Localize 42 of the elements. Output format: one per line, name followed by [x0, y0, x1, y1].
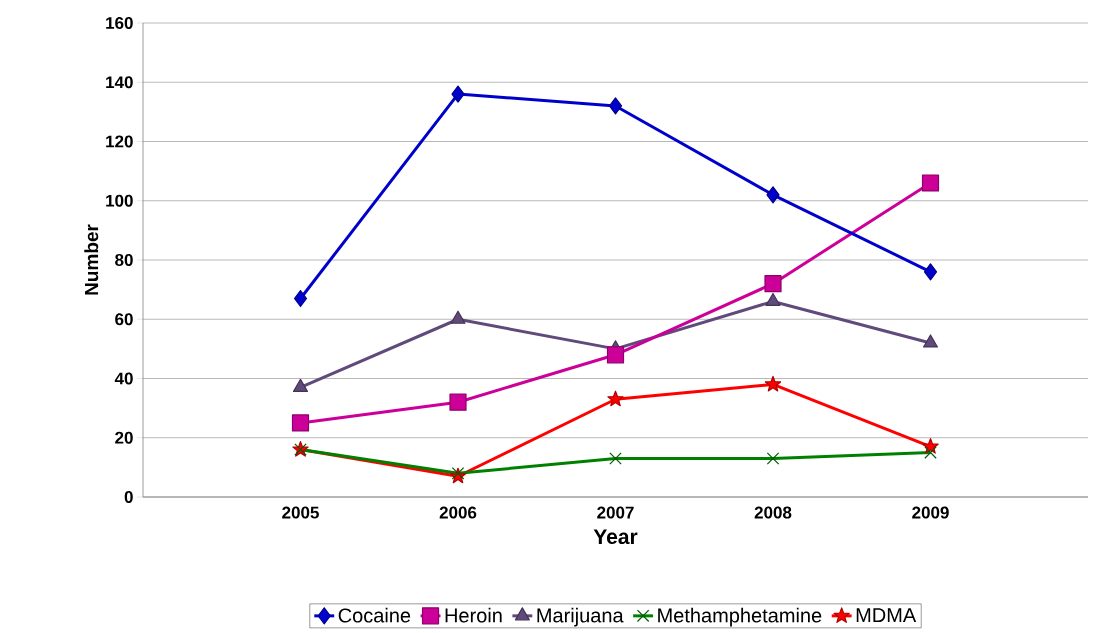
- point: [609, 452, 622, 465]
- y-tick-label: 60: [115, 313, 133, 326]
- x-tick-label: 2006: [439, 506, 477, 519]
- point: [291, 414, 310, 432]
- y-axis-title: Number: [84, 224, 99, 295]
- point: [924, 446, 937, 459]
- x-tick-label: 2009: [912, 506, 949, 519]
- legend-label: Heroin: [445, 607, 502, 623]
- point: [292, 378, 309, 392]
- point: [923, 263, 938, 281]
- point: [922, 438, 939, 454]
- point: [606, 346, 625, 364]
- point: [607, 390, 624, 407]
- y-tick-label: 140: [106, 76, 133, 89]
- legend-label: Cocaine: [338, 607, 411, 623]
- y-tick-label: 0: [124, 490, 133, 504]
- legend-label: Marijuana: [537, 607, 624, 627]
- y-tick-label: 40: [114, 372, 133, 385]
- legend-label: MDMA: [856, 608, 917, 622]
- point: [766, 186, 780, 204]
- x-tick-label: 2007: [597, 506, 634, 519]
- x-tick-label: 2008: [754, 506, 792, 519]
- point: [764, 375, 782, 392]
- y-tick-label: 20: [115, 431, 133, 444]
- point: [450, 310, 466, 324]
- point: [449, 393, 467, 411]
- point: [764, 275, 782, 293]
- point: [922, 334, 939, 348]
- point: [451, 85, 465, 103]
- point: [921, 174, 940, 192]
- x-tick-label: 2005: [282, 506, 319, 519]
- point: [451, 467, 465, 480]
- y-tick-label: 120: [106, 135, 133, 148]
- point: [293, 289, 308, 308]
- point: [765, 292, 781, 307]
- point: [766, 452, 780, 465]
- legend-label: Methamphetamine: [658, 607, 822, 627]
- y-tick-label: 160: [106, 16, 133, 30]
- y-tick-label: 80: [115, 253, 133, 267]
- y-tick-label: 100: [106, 194, 133, 207]
- point: [608, 97, 623, 115]
- x-axis-title: Year: [593, 529, 638, 545]
